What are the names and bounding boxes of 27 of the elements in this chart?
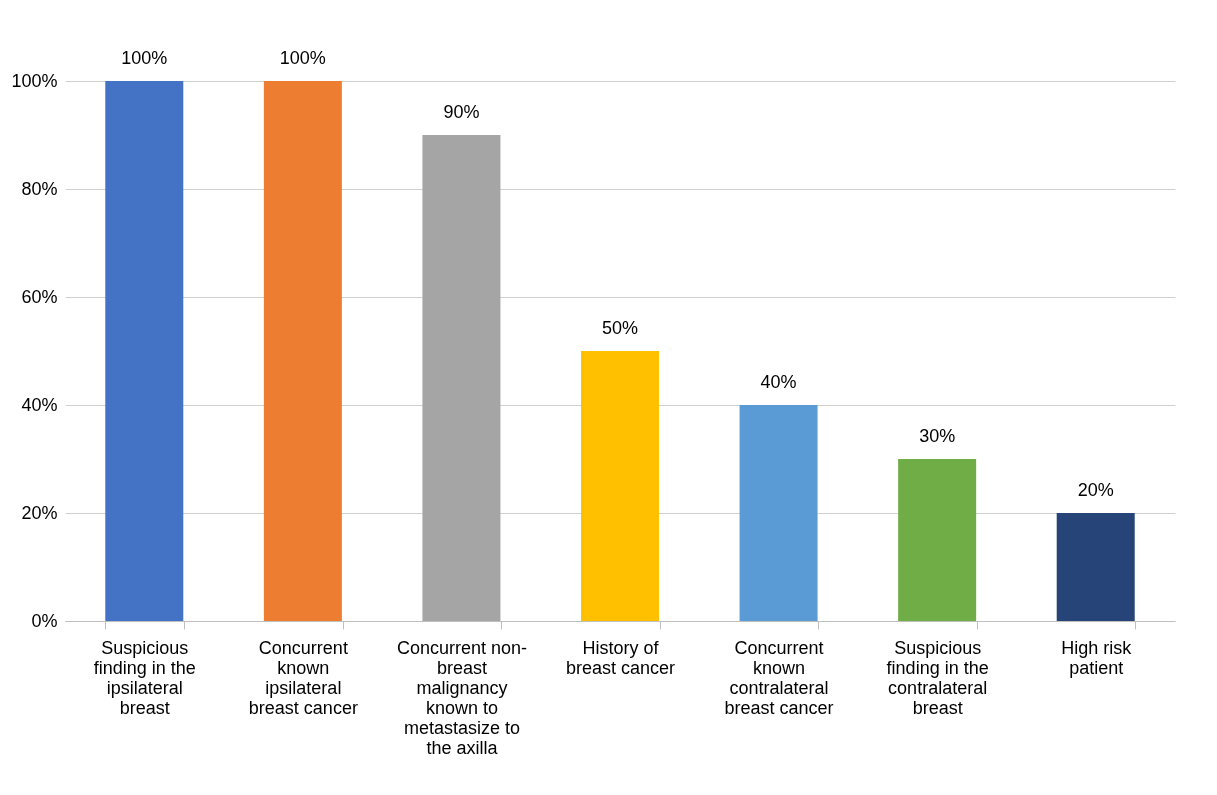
y-tick-label: 80% <box>21 178 58 199</box>
x-tick-label: Concurrent non-breast malignancy known to metastasize to the axilla <box>396 637 527 758</box>
bar <box>739 405 818 621</box>
x-tick-label: Suspicious finding in the contralateral breast <box>886 637 989 718</box>
data-label: 30% <box>919 426 956 446</box>
x-tick-label: Concurrent known ipsilateral breast cancer <box>248 637 358 718</box>
data-label: 90% <box>443 102 480 122</box>
bar <box>898 459 977 621</box>
data-label: 100% <box>279 48 326 68</box>
data-label: 100% <box>121 48 168 68</box>
x-tick-label: High risk patient <box>1061 637 1133 678</box>
x-tick-label: Concurrent known contralateral breast cancer <box>724 637 834 718</box>
x-tick-label: History of breast cancer <box>565 637 676 678</box>
y-tick-label: 60% <box>21 286 58 307</box>
data-label: 50% <box>601 318 639 338</box>
x-tick-label: Suspicious finding in the ipsilateral breast <box>93 637 196 718</box>
bar <box>422 135 501 621</box>
y-tick-label: 100% <box>11 70 58 91</box>
data-label: 40% <box>760 372 797 392</box>
bar <box>105 81 184 621</box>
bar <box>581 351 659 621</box>
bar <box>263 81 342 621</box>
data-label: 20% <box>1077 480 1114 500</box>
y-tick-label: 20% <box>21 502 58 523</box>
bar <box>1056 513 1135 621</box>
y-tick-label: 40% <box>21 394 58 415</box>
y-tick-label: 0% <box>31 610 58 631</box>
